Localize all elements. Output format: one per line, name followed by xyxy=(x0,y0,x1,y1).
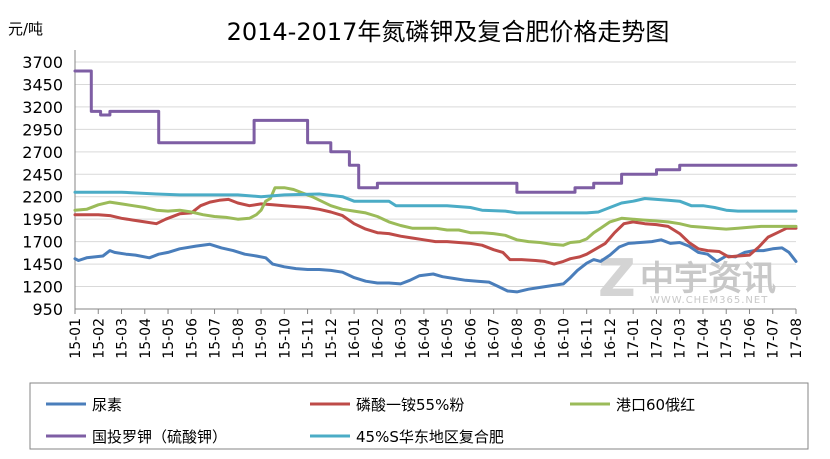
x-tick-label: 15-06 xyxy=(184,318,200,359)
x-tick-label: 16-02 xyxy=(370,318,386,359)
watermark-text: 中宇资讯 xyxy=(640,259,776,299)
y-tick-label: 3700 xyxy=(22,53,63,72)
x-tick-label: 15-07 xyxy=(208,318,224,359)
series-line xyxy=(73,186,798,247)
x-tick-label: 17-02 xyxy=(649,318,665,359)
x-tick-label: 16-05 xyxy=(440,318,456,359)
x-tick-label: 15-11 xyxy=(301,318,317,359)
legend-label: 45%S华东地区复合肥 xyxy=(356,428,504,446)
y-tick-label: 2450 xyxy=(22,165,63,184)
x-tick-label: 16-10 xyxy=(556,318,572,359)
x-tick-label: 15-04 xyxy=(138,318,154,359)
x-tick-label: 17-07 xyxy=(766,318,782,359)
x-tick-label: 16-03 xyxy=(394,318,410,359)
y-tick-label: 1450 xyxy=(22,255,63,274)
series-line xyxy=(73,197,798,266)
legend-label: 港口60俄红 xyxy=(616,396,695,414)
y-tick-label: 2200 xyxy=(22,188,63,207)
y-tick-label: 1950 xyxy=(22,210,63,229)
x-tick-label: 16-12 xyxy=(603,318,619,359)
x-tick-label: 15-08 xyxy=(231,318,247,359)
x-tick-label: 17-01 xyxy=(626,318,642,359)
x-axis-ticks: 15-01 15-02 15-03 15-04 15-05 15-06 15-07 15-08… xyxy=(68,309,805,359)
x-tick-label: 16-07 xyxy=(487,318,503,359)
legend-label: 国投罗钾（硫酸钾） xyxy=(92,428,227,446)
watermark: Z 中宇资讯 WWW.CHEM365.NET xyxy=(598,249,776,309)
x-tick-label: 15-03 xyxy=(115,318,131,359)
x-tick-label: 17-06 xyxy=(742,318,758,359)
x-tick-label: 15-02 xyxy=(91,318,107,359)
x-tick-label: 15-10 xyxy=(277,318,293,359)
x-tick-label: 16-06 xyxy=(463,318,479,359)
gridlines xyxy=(75,61,796,288)
y-axis-ticks: 950 1200 1450 1700 1950 2200 2450 2700 2950 3200 3… xyxy=(22,53,63,319)
y-tick-label: 3200 xyxy=(22,98,63,117)
x-tick-label: 16-09 xyxy=(533,318,549,359)
x-tick-label: 15-12 xyxy=(324,318,340,359)
x-tick-label: 17-08 xyxy=(789,318,805,359)
legend-label: 尿素 xyxy=(92,396,122,414)
x-tick-label: 16-11 xyxy=(580,318,596,359)
x-tick-label: 15-09 xyxy=(254,318,270,359)
x-tick-label: 16-04 xyxy=(417,318,433,359)
x-tick-label: 17-04 xyxy=(696,318,712,359)
x-tick-label: 17-05 xyxy=(719,318,735,359)
legend-label: 磷酸一铵55%粉 xyxy=(356,396,464,414)
y-tick-label: 1200 xyxy=(22,278,63,297)
y-tick-label: 2700 xyxy=(22,143,63,162)
watermark-url: WWW.CHEM365.NET xyxy=(650,295,768,306)
y-unit-label: 元/吨 xyxy=(8,20,43,38)
y-tick-label: 3450 xyxy=(22,75,63,94)
x-tick-label: 16-01 xyxy=(347,318,363,359)
chart-title: 2014-2017年氮磷钾及复合肥价格走势图 xyxy=(227,18,670,46)
y-tick-label: 2950 xyxy=(22,120,63,139)
x-tick-label: 15-05 xyxy=(161,318,177,359)
series-line xyxy=(73,69,798,194)
y-tick-label: 1700 xyxy=(22,233,63,252)
x-tick-label: 16-08 xyxy=(510,318,526,359)
y-tick-label: 950 xyxy=(32,300,63,319)
series-line xyxy=(73,190,798,215)
series-line xyxy=(73,238,798,294)
x-tick-label: 15-01 xyxy=(68,318,84,359)
legend-box xyxy=(29,382,809,450)
x-tick-label: 17-03 xyxy=(673,318,689,359)
plot-area xyxy=(73,69,798,294)
